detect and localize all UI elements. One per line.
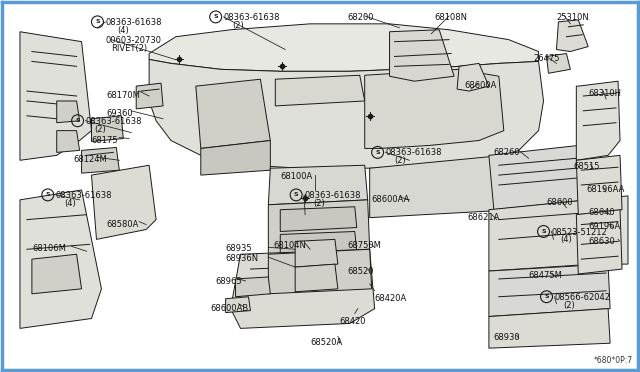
Polygon shape [280,231,356,254]
Text: 68580A: 68580A [106,219,139,229]
Text: 68104N: 68104N [273,241,306,250]
Text: S: S [45,192,50,198]
Polygon shape [489,264,610,317]
Text: (4): (4) [65,199,76,208]
Polygon shape [577,155,622,215]
Text: 08363-61638: 08363-61638 [86,117,142,126]
Text: 68200: 68200 [348,13,374,22]
Text: 68600AA: 68600AA [372,195,410,204]
Polygon shape [268,249,372,294]
Text: *680*0P:7: *680*0P:7 [594,356,633,365]
Text: 68520: 68520 [348,267,374,276]
Text: 08523-51212: 08523-51212 [552,228,607,237]
Polygon shape [236,277,270,297]
Polygon shape [20,32,92,160]
Text: 68100A: 68100A [280,172,312,181]
Text: 08363-61638: 08363-61638 [106,18,162,27]
Polygon shape [489,200,593,271]
Polygon shape [226,297,250,312]
Text: 08363-61638: 08363-61638 [304,191,360,200]
Text: 08566-62042: 08566-62042 [554,293,611,302]
Text: 68935: 68935 [226,244,252,253]
Text: S: S [541,229,546,234]
Text: 68930: 68930 [494,333,520,342]
Text: (4): (4) [561,235,572,244]
Polygon shape [57,101,79,123]
Text: 68170M: 68170M [106,91,140,100]
Text: 25310N: 25310N [556,13,589,22]
Text: (2): (2) [563,301,575,310]
Polygon shape [370,155,514,218]
Text: 68965: 68965 [216,277,243,286]
Polygon shape [556,20,588,52]
Text: RIVET(2): RIVET(2) [111,44,147,52]
Text: S: S [375,150,380,155]
Polygon shape [268,165,368,205]
Text: 08363-61638: 08363-61638 [56,191,112,200]
Text: 68600A: 68600A [464,81,497,90]
Text: 69196A: 69196A [588,222,621,231]
Text: 68936N: 68936N [226,254,259,263]
Polygon shape [196,79,270,148]
Polygon shape [275,75,365,106]
Polygon shape [588,196,628,264]
Polygon shape [295,240,338,267]
Text: 68750M: 68750M [348,241,381,250]
Text: (4): (4) [117,26,129,35]
Text: 68310H: 68310H [588,89,621,98]
Polygon shape [149,24,539,71]
Polygon shape [20,190,101,328]
Polygon shape [136,83,163,109]
Polygon shape [365,69,504,148]
Text: 00603-20730: 00603-20730 [106,36,161,45]
Text: (2): (2) [232,21,244,30]
Polygon shape [81,147,119,173]
Text: 68420: 68420 [340,317,366,326]
Polygon shape [92,116,124,141]
Polygon shape [92,165,156,240]
Polygon shape [201,141,270,175]
Polygon shape [457,63,489,91]
Text: S: S [76,118,80,123]
Text: S: S [95,19,100,24]
Text: 08363-61638: 08363-61638 [223,13,280,22]
Text: 68420A: 68420A [374,294,407,303]
Text: 68260: 68260 [494,148,520,157]
Text: (2): (2) [394,156,406,165]
Polygon shape [577,210,622,274]
Polygon shape [280,207,356,231]
Polygon shape [149,60,543,168]
Text: 68621A: 68621A [467,213,499,222]
Text: 26475: 26475 [534,54,560,62]
Polygon shape [268,200,370,254]
Polygon shape [547,54,570,73]
Polygon shape [230,249,374,328]
Text: 68108N: 68108N [435,13,467,22]
Polygon shape [295,264,338,292]
Text: 68196AA: 68196AA [586,185,625,194]
Text: (2): (2) [313,199,324,208]
Text: S: S [544,294,549,299]
Polygon shape [390,30,454,81]
Polygon shape [32,254,81,294]
Text: 68600AB: 68600AB [211,304,249,313]
Text: 68175: 68175 [92,135,118,145]
Text: 68124M: 68124M [74,155,108,164]
Text: 68515: 68515 [573,162,600,171]
Text: 68106M: 68106M [32,244,66,253]
Text: 68520A: 68520A [310,338,342,347]
Text: 68630: 68630 [588,237,615,246]
Text: 68640: 68640 [588,208,615,217]
Polygon shape [489,309,610,348]
Text: 69360: 69360 [106,109,133,118]
Text: (2): (2) [95,125,106,134]
Text: S: S [294,192,298,198]
Polygon shape [489,145,588,210]
Polygon shape [577,81,620,160]
Text: 68475M: 68475M [529,271,563,280]
Text: 68600: 68600 [547,198,573,207]
Polygon shape [57,131,79,153]
Text: 08363-61638: 08363-61638 [385,148,442,157]
Text: S: S [213,15,218,19]
